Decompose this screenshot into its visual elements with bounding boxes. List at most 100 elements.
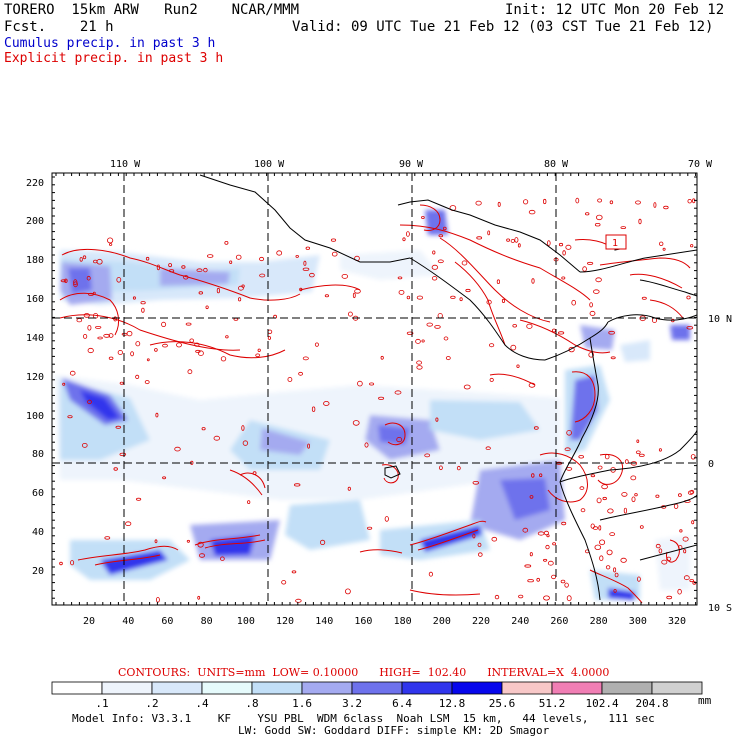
bottom-label-60: 60: [161, 616, 173, 627]
precip-contour-speck: [607, 508, 614, 514]
precip-contour-speck: [475, 200, 482, 206]
precip-contour-speck: [585, 212, 590, 216]
precip-contour-speck: [522, 527, 529, 533]
precip-contour-speck: [438, 234, 444, 238]
precip-contour-speck: [512, 324, 517, 328]
precip-contour-speck: [595, 214, 603, 221]
precip-contour-speck: [597, 465, 603, 470]
precip-contour-speck: [73, 279, 78, 286]
precip-contour-speck: [588, 351, 594, 358]
precip-contour-speck: [119, 452, 127, 457]
precip-contour-speck: [546, 240, 551, 246]
precip-contour-speck: [220, 556, 225, 561]
model-title: TORERO 15km ARW Run2 NCAR/MMM: [4, 2, 300, 18]
precip-contour-speck: [235, 254, 242, 260]
precip-contour-speck: [415, 338, 421, 344]
precip-contour-speck: [366, 526, 373, 530]
precip-contour-speck: [501, 298, 506, 303]
precip-contour-speck: [547, 560, 554, 566]
bottom-label-140: 140: [315, 616, 333, 627]
precip-contour-speck: [592, 289, 600, 294]
precip-contour-speck: [121, 332, 128, 336]
model-info-line1: Model Info: V3.3.1 KF YSU PBL WDM 6class…: [72, 712, 655, 725]
lat-label-0: 0: [708, 459, 714, 470]
precip-contour-speck: [683, 549, 687, 554]
precip-contour-speck: [608, 330, 615, 335]
precip-contour-speck: [594, 222, 601, 227]
precip-contour-speck: [259, 273, 266, 278]
legend-label: .8: [245, 697, 258, 710]
precip-contour-speck: [421, 339, 425, 343]
precip-contour-speck: [438, 465, 443, 471]
precip-contour-speck: [635, 200, 641, 205]
precip-contour-speck: [206, 254, 214, 258]
precip-contour-speck: [529, 495, 534, 499]
precip-contour-speck: [113, 467, 118, 471]
precip-contour-speck: [294, 483, 301, 487]
precip-contour-speck: [528, 209, 536, 215]
precip-contour-speck: [330, 238, 337, 242]
precip-contour-speck: [564, 582, 569, 588]
contour-label: 1: [612, 238, 618, 249]
left-label-160: 160: [26, 294, 44, 305]
precip-contour-speck: [82, 255, 87, 260]
precip-contour-speck: [477, 542, 482, 548]
bottom-label-320: 320: [668, 616, 686, 627]
init-time: Init: 12 UTC Mon 20 Feb 12: [505, 2, 725, 18]
precip-contour-speck: [380, 355, 384, 360]
legend-unit: mm: [698, 694, 712, 707]
precip-contour-speck: [589, 310, 596, 316]
precip-contour-speck: [518, 594, 524, 599]
precip-contour-speck: [604, 454, 610, 460]
precip-contour-speck: [586, 261, 594, 265]
precip-contour-speck: [135, 374, 140, 379]
precip-contour-speck: [307, 443, 311, 449]
precip-contour-speck: [197, 541, 204, 548]
precip-contour-speck: [575, 197, 580, 204]
precip-contour-speck: [609, 200, 614, 205]
axis-ticks: [52, 173, 697, 605]
precip-contour-speck: [416, 360, 423, 365]
precip-contour-speck: [201, 427, 206, 431]
precip-contour-speck: [67, 415, 73, 419]
precip-contour-speck: [472, 480, 479, 485]
precip-contour-speck: [303, 260, 307, 266]
precip-contour-speck: [450, 295, 456, 299]
bottom-label-220: 220: [472, 616, 490, 627]
precip-contour-speck: [546, 534, 550, 538]
precip-contour-speck: [416, 295, 423, 300]
precip-contour-speck: [653, 202, 657, 208]
left-label-20: 20: [32, 566, 44, 577]
precip-contour-speck: [96, 258, 103, 265]
precip-contour-speck: [437, 259, 444, 264]
precip-contour-speck: [610, 356, 616, 360]
lon-label-110w: 110 W: [110, 159, 141, 170]
precip-contour-speck: [536, 577, 540, 582]
precip-contour-speck: [658, 548, 663, 554]
precip-contour-speck: [630, 475, 637, 481]
precip-contour-speck: [510, 238, 515, 243]
precip-contour-speck: [621, 492, 628, 497]
legend-swatch: [151, 681, 203, 695]
precip-contour-speck: [494, 594, 500, 600]
legend-label: 25.6: [489, 697, 516, 710]
precip-contour-speck: [589, 302, 593, 308]
precip-contour-speck: [424, 453, 431, 458]
right-latitude-labels: 10 N 0 10 S: [708, 314, 732, 614]
precip-contour-speck: [132, 296, 136, 300]
precip-contour-speck: [558, 242, 564, 247]
precip-contour-speck: [174, 446, 181, 452]
precip-contour-speck: [590, 474, 596, 478]
precip-contour-speck: [637, 576, 641, 582]
precip-contour-speck: [655, 543, 661, 549]
legend-label: 102.4: [586, 697, 619, 710]
legend-label: 1.6: [292, 697, 312, 710]
model-info-line2: LW: Godd SW: Goddard DIFF: simple KM: 2D…: [238, 724, 550, 737]
precip-contour-speck: [216, 287, 220, 294]
precip-contour-speck: [405, 231, 410, 237]
precip-contour-speck: [691, 520, 695, 525]
legend-swatch: [351, 681, 403, 695]
precip-contour-speck: [384, 516, 389, 522]
precip-contour-speck: [116, 276, 122, 283]
precip-contour-speck: [79, 257, 83, 262]
